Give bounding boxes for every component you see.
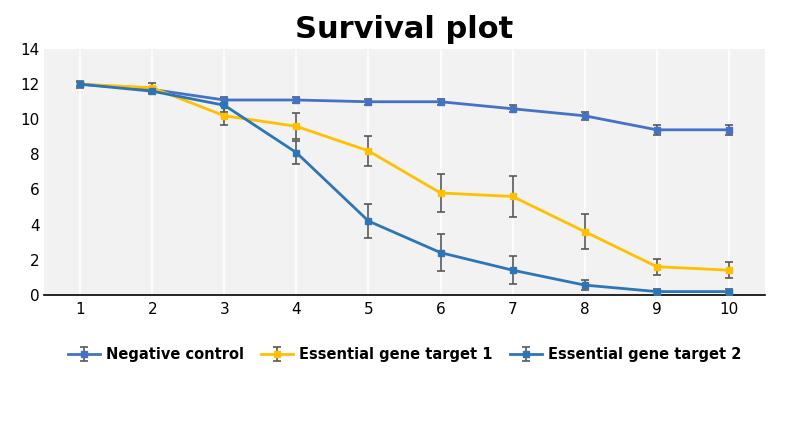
Title: Survival plot: Survival plot — [295, 15, 514, 44]
Legend: Negative control, Essential gene target 1, Essential gene target 2: Negative control, Essential gene target … — [61, 341, 748, 368]
